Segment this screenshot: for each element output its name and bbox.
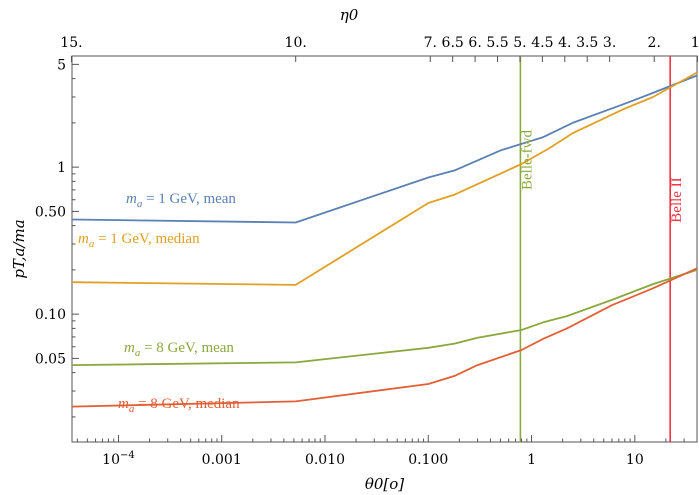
- top-tick-label: 6.: [468, 35, 481, 51]
- top-tick-label: 5.: [513, 35, 526, 51]
- series-line-3: [71, 267, 698, 408]
- x-axis-title: θ0[o]: [365, 475, 404, 493]
- series-line-2: [71, 269, 698, 366]
- labels: 10−4 0.001 0.010 0.100 1 10 0.05 0.10 0.50 1 5 15. 1…: [10, 6, 699, 493]
- series-label-0: ma = 1 GeV, mean: [126, 191, 236, 210]
- top-tick-label: 4.5: [531, 35, 553, 51]
- series-label-symbol: m: [126, 191, 137, 207]
- series-label-subscript: a: [129, 403, 135, 415]
- series-label-text: = 8 GeV, mean: [140, 340, 234, 356]
- top-tick-label: 4.: [558, 35, 571, 51]
- series-label-subscript: a: [135, 347, 141, 359]
- top-axis-title: η0: [340, 6, 359, 24]
- series-label-text: = 1 GeV, median: [94, 231, 200, 247]
- x-tick-label: 10−4: [102, 450, 135, 468]
- plot-frame: [71, 55, 698, 443]
- top-tick-label: 1.: [691, 35, 699, 51]
- series-label-subscript: a: [89, 238, 95, 250]
- top-tick-label: 3.: [603, 35, 616, 51]
- reference-lines: [519, 56, 671, 442]
- series-label-subscript: a: [137, 198, 143, 210]
- series-label-symbol: m: [78, 231, 89, 247]
- ticks: [70, 56, 698, 442]
- series-lines: [71, 71, 698, 408]
- series-line-1: [71, 71, 698, 286]
- top-tick-label: 3.5: [576, 35, 598, 51]
- top-tick-label: 2.: [648, 35, 661, 51]
- x-tick-label: 10: [626, 452, 644, 468]
- series-line-0: [71, 74, 698, 224]
- vline-label-0: Belle-fwd: [519, 130, 535, 190]
- x-tick-label: 0.100: [408, 452, 448, 468]
- y-axis-title: pT,a/ma: [10, 219, 28, 278]
- series-label-text: = 1 GeV, mean: [142, 191, 236, 207]
- x-tick-label: 1: [527, 452, 536, 468]
- top-tick-label: 10.: [285, 35, 307, 51]
- y-tick-label: 1: [57, 160, 66, 176]
- top-tick-label: 15.: [60, 35, 82, 51]
- series-label-1: ma = 1 GeV, median: [78, 231, 200, 250]
- series-label-symbol: m: [124, 340, 135, 356]
- top-tick-label: 5.5: [486, 35, 508, 51]
- series-label-symbol: m: [118, 396, 129, 412]
- y-tick-label: 5: [57, 57, 66, 73]
- y-tick-label: 0.50: [35, 204, 66, 220]
- x-tick-label: 0.001: [202, 452, 242, 468]
- vline-label-1: Belle II: [669, 177, 685, 222]
- top-tick-label: 6.5: [442, 35, 464, 51]
- top-tick-label: 7.: [424, 35, 437, 51]
- series-label-text: = 8 GeV, median: [134, 396, 240, 412]
- plot-border: [71, 55, 698, 443]
- series-label-3: ma = 8 GeV, median: [118, 396, 240, 415]
- y-tick-label: 0.10: [35, 307, 66, 323]
- x-tick-exponent: −4: [120, 450, 135, 461]
- series-label-2: ma = 8 GeV, mean: [124, 340, 234, 359]
- x-tick-label: 0.010: [305, 452, 345, 468]
- y-tick-label: 0.05: [35, 351, 66, 367]
